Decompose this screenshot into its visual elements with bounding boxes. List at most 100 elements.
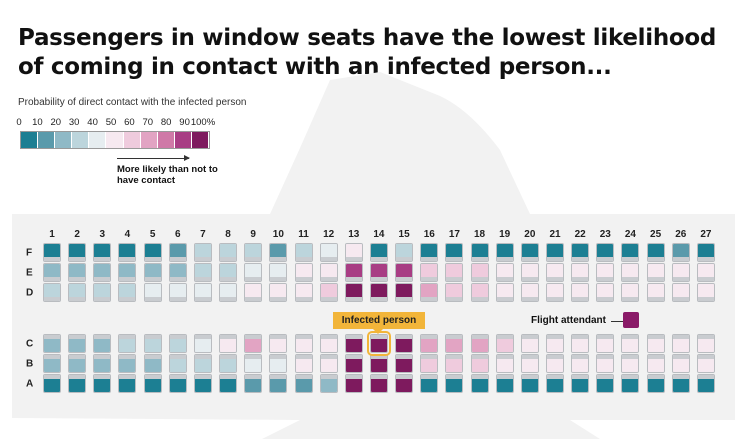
- seat: [43, 283, 61, 302]
- seat-cushion: [220, 264, 237, 277]
- column-number: 21: [549, 229, 561, 240]
- seat-back: [320, 375, 337, 379]
- seat-cushion: [370, 379, 387, 392]
- seat: [696, 374, 715, 393]
- seat: [621, 334, 640, 353]
- seat-back: [471, 257, 488, 261]
- seat-back: [69, 335, 86, 339]
- seat-back: [496, 335, 513, 339]
- seat-back: [622, 297, 639, 301]
- seat-cushion: [547, 339, 563, 352]
- seat-cushion: [496, 339, 513, 352]
- column-number: 14: [373, 229, 385, 240]
- seat-cushion: [471, 244, 488, 257]
- seat-back: [572, 335, 589, 339]
- seat-back: [270, 355, 287, 359]
- seat: [118, 334, 137, 353]
- legend-swatch: [72, 132, 90, 148]
- seat: [193, 243, 212, 262]
- seat-cushion: [547, 379, 563, 392]
- seat: [93, 263, 112, 282]
- seat: [244, 354, 263, 373]
- seat-back: [295, 297, 312, 301]
- seat: [193, 354, 212, 373]
- seat-cushion: [295, 244, 312, 257]
- seat: [596, 263, 615, 282]
- column-number: 24: [624, 229, 636, 240]
- seat-back: [446, 335, 463, 339]
- seat-cushion: [69, 379, 86, 392]
- seat-back: [295, 375, 312, 379]
- seat-back: [622, 257, 639, 261]
- seat: [621, 283, 640, 302]
- seat: [520, 243, 539, 262]
- seat-back: [94, 335, 111, 339]
- seat-back: [421, 257, 438, 261]
- legend-swatch: [123, 132, 141, 148]
- seat-back: [572, 297, 589, 301]
- seat-back: [295, 277, 312, 281]
- seat-back: [44, 355, 60, 359]
- seat: [571, 334, 590, 353]
- column-number: 11: [298, 229, 309, 240]
- seat-back: [194, 297, 211, 301]
- seat: [369, 283, 388, 302]
- seat: [696, 334, 715, 353]
- seat: [369, 263, 388, 282]
- seat: [43, 243, 61, 262]
- seat: [269, 334, 288, 353]
- seat-cushion: [144, 284, 161, 297]
- seat-back: [421, 277, 438, 281]
- seat-cushion: [446, 284, 463, 297]
- seat-cushion: [119, 379, 136, 392]
- seat-back: [345, 375, 362, 379]
- seat-cushion: [370, 244, 387, 257]
- seat: [319, 263, 338, 282]
- seat: [344, 374, 363, 393]
- seat-cushion: [496, 379, 513, 392]
- seat-cushion: [572, 379, 589, 392]
- seat: [143, 263, 162, 282]
- seat: [646, 263, 665, 282]
- seat-back: [496, 257, 513, 261]
- seat-cushion: [396, 284, 413, 297]
- seat: [294, 263, 313, 282]
- seat-cushion: [245, 339, 262, 352]
- seat-cushion: [396, 339, 413, 352]
- seat-back: [521, 355, 538, 359]
- seat-cushion: [345, 339, 362, 352]
- seat-cushion: [572, 339, 589, 352]
- seat-back: [144, 375, 161, 379]
- seat-back: [144, 355, 161, 359]
- seat: [219, 243, 238, 262]
- column-number: 6: [174, 229, 181, 240]
- seat-back: [270, 335, 287, 339]
- seat: [495, 263, 514, 282]
- legend-swatch: [174, 132, 192, 148]
- seat: [546, 243, 564, 262]
- seat-cushion: [572, 244, 589, 257]
- seat-cushion: [647, 264, 664, 277]
- seat-back: [647, 297, 664, 301]
- column-number: 18: [473, 229, 486, 240]
- seat-cushion: [119, 339, 136, 352]
- seat-cushion: [295, 339, 312, 352]
- seat-cushion: [521, 264, 538, 277]
- column-number: 9: [250, 229, 256, 240]
- seat: [495, 334, 514, 353]
- seat-back: [270, 257, 287, 261]
- seat-cushion: [94, 284, 111, 297]
- seat: [596, 283, 615, 302]
- seat: [395, 334, 414, 353]
- seat: [118, 243, 137, 262]
- seat-cushion: [697, 339, 714, 352]
- legend-swatch: [38, 132, 56, 148]
- seat-cushion: [396, 379, 413, 392]
- seat: [269, 283, 288, 302]
- seat-cushion: [672, 244, 689, 257]
- seat-cushion: [672, 339, 689, 352]
- seat-cushion: [194, 264, 211, 277]
- seat-back: [194, 375, 211, 379]
- seat: [244, 334, 263, 353]
- seat: [395, 354, 414, 373]
